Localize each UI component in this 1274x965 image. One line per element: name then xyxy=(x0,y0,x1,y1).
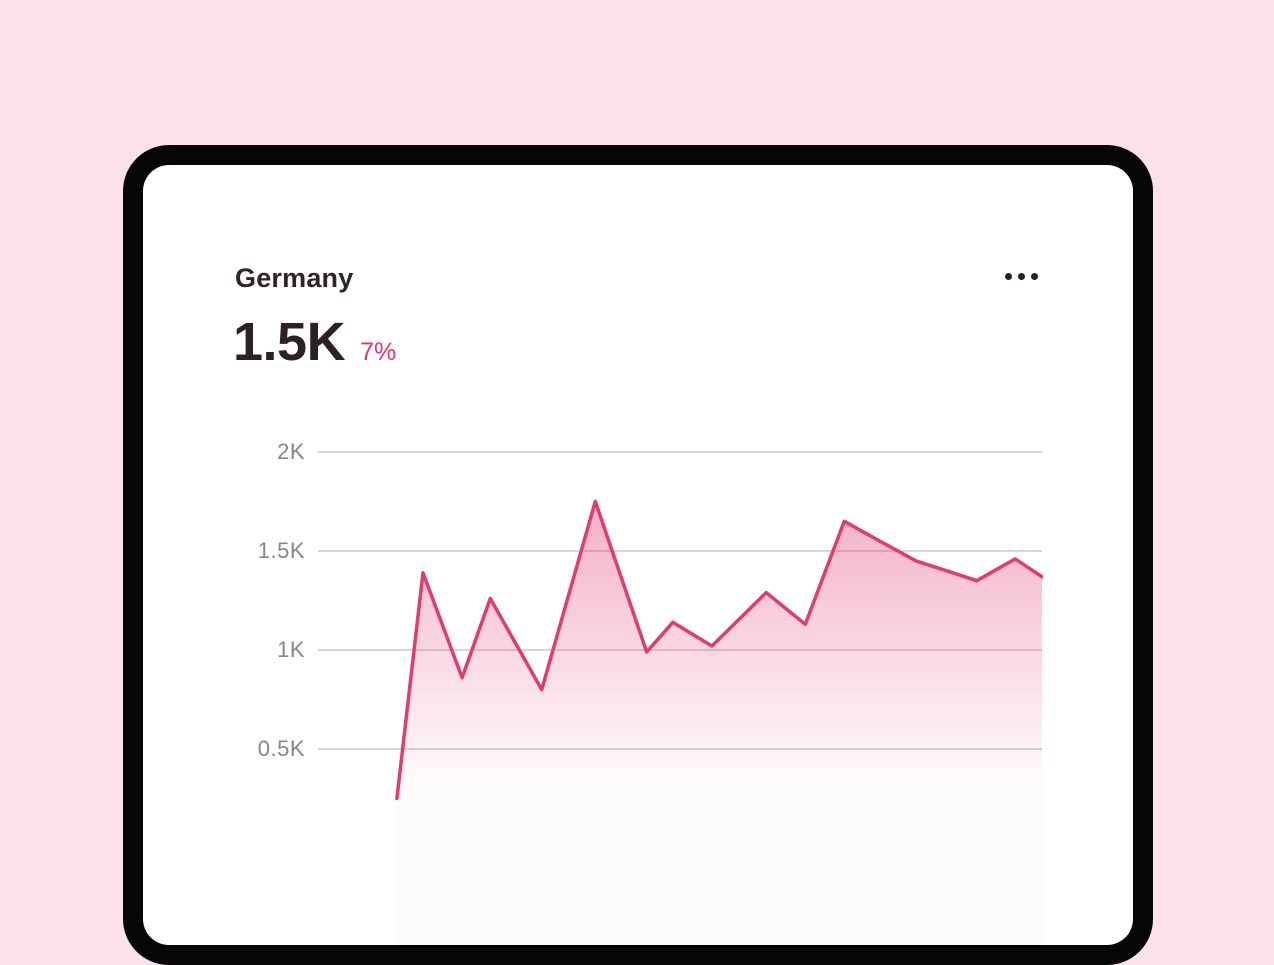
y-axis-tick-label: 2K xyxy=(277,439,305,464)
ellipsis-icon xyxy=(1005,272,1012,280)
gridline-row: 1.5K xyxy=(143,536,1133,566)
chart-line xyxy=(395,499,1043,801)
page-background: { "colors": { "page_background": "#fde1e… xyxy=(123,145,1153,965)
gridline-row: 2K xyxy=(143,437,1133,467)
device-frame: Germany 1.5K 7% 2K 1.5K 1K 0.5K xyxy=(123,145,1153,965)
y-axis-tick-label: 0.5K xyxy=(257,736,305,761)
ellipsis-icon xyxy=(1031,272,1038,280)
metric-value: 1.5K xyxy=(233,312,346,372)
ellipsis-icon xyxy=(1018,272,1025,280)
metric-row: 1.5K 7% xyxy=(233,315,396,369)
area-chart xyxy=(395,499,1043,945)
chart-card: Germany 1.5K 7% 2K 1.5K 1K 0.5K xyxy=(143,165,1133,945)
menu-button[interactable] xyxy=(1001,263,1042,289)
chart-area xyxy=(396,501,1042,945)
gridline xyxy=(318,451,1042,453)
gridline xyxy=(318,550,1042,552)
card-title: Germany xyxy=(235,263,354,293)
metric-delta: 7% xyxy=(360,338,397,366)
y-axis-tick-label: 1K xyxy=(277,637,305,662)
y-axis-tick-label: 1.5K xyxy=(257,538,305,563)
